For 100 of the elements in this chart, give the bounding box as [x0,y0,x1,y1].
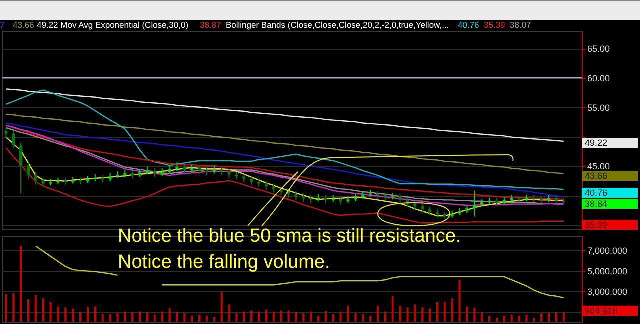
bar [466,306,468,322]
y-tick-label: 65.00 [588,44,610,54]
candlestick [34,172,38,186]
bar [161,312,164,322]
bar [347,306,350,322]
bar [94,306,96,322]
bar [533,318,536,322]
bar [176,312,178,322]
bar [109,314,112,322]
bar [20,246,22,322]
text: 38.84 [582,199,638,209]
y-tick-label: 55.00 [588,102,610,113]
text: 43.66 [13,20,34,30]
bar [340,312,342,322]
bar [392,296,394,322]
text: 43.66 [582,171,638,181]
bar [236,313,238,322]
bar [64,308,67,322]
bar [198,314,200,322]
bar [302,313,305,322]
bar [27,299,30,322]
bar [116,313,119,322]
y-tick-label: 45.00 [588,162,610,172]
bar [370,316,372,322]
bar [80,312,82,322]
bar [86,307,89,322]
line-series [6,114,564,174]
bar [57,306,60,322]
text: 49.22 [582,138,638,148]
bar [146,312,148,322]
bar [488,316,490,322]
annotation: Notice the falling volume. [118,252,330,274]
text: 904,918 [582,306,638,316]
bar [496,318,498,322]
bar [436,302,438,322]
bar [384,312,386,322]
bar [562,312,565,322]
line-series [6,147,564,224]
candlestick [12,130,16,150]
text: 49.22 Mov Avg Exponential (Close,30,0) [37,20,189,30]
text: 40.76 [582,188,638,198]
bar [12,293,15,322]
bar [310,312,312,322]
bar [250,310,253,322]
bar [5,294,8,322]
bar [324,311,327,322]
bar [206,316,208,322]
bar [399,306,402,322]
bar [376,306,379,322]
bar [451,298,454,322]
candlestick [473,190,476,218]
candlestick [4,127,8,138]
candlestick [421,202,424,214]
bar [526,314,528,322]
bar [154,314,156,322]
bar [288,310,290,322]
text: 40.76 [458,20,480,30]
bar [72,308,74,322]
text: 38.87 [200,20,222,30]
bar [354,313,357,322]
line-series [6,90,564,190]
bar [228,304,230,322]
bar [191,316,194,322]
candlestick [26,162,30,180]
bar [474,308,476,322]
bar [540,313,543,322]
bar [414,304,416,322]
text: 7 [0,20,5,30]
bar [213,316,216,322]
candlestick [20,142,23,194]
bar [168,308,171,322]
bar [332,314,334,322]
bar [503,316,506,322]
bar [42,298,44,322]
bar [50,302,52,322]
bar [555,312,558,322]
candlestick [398,194,402,204]
bar [258,312,260,322]
bar [518,316,520,322]
text: 35.39 [484,20,506,30]
y-tick-label: 7,000,000 [588,246,628,256]
bar [243,312,246,322]
bar [184,313,186,322]
bar [406,308,409,322]
annotation: Notice the blue 50 sma is still resistance. [118,226,462,248]
text: 38.07 [510,20,532,30]
bar [548,313,550,322]
bar [444,302,446,322]
bar [429,308,432,322]
bar [124,312,126,322]
bar [139,312,142,322]
bar [220,292,223,322]
y-tick-label: 5,000,000 [588,266,628,276]
text: 35.39 [582,220,638,230]
bar [102,314,104,322]
text: Bollinger Bands (Close,Close,Close,20,2,-2,0,true,Yellow,... [226,20,450,30]
bar [272,312,275,322]
bar [280,310,282,322]
line-series [6,88,564,142]
y-tick-label: 3,000,000 [588,286,628,297]
